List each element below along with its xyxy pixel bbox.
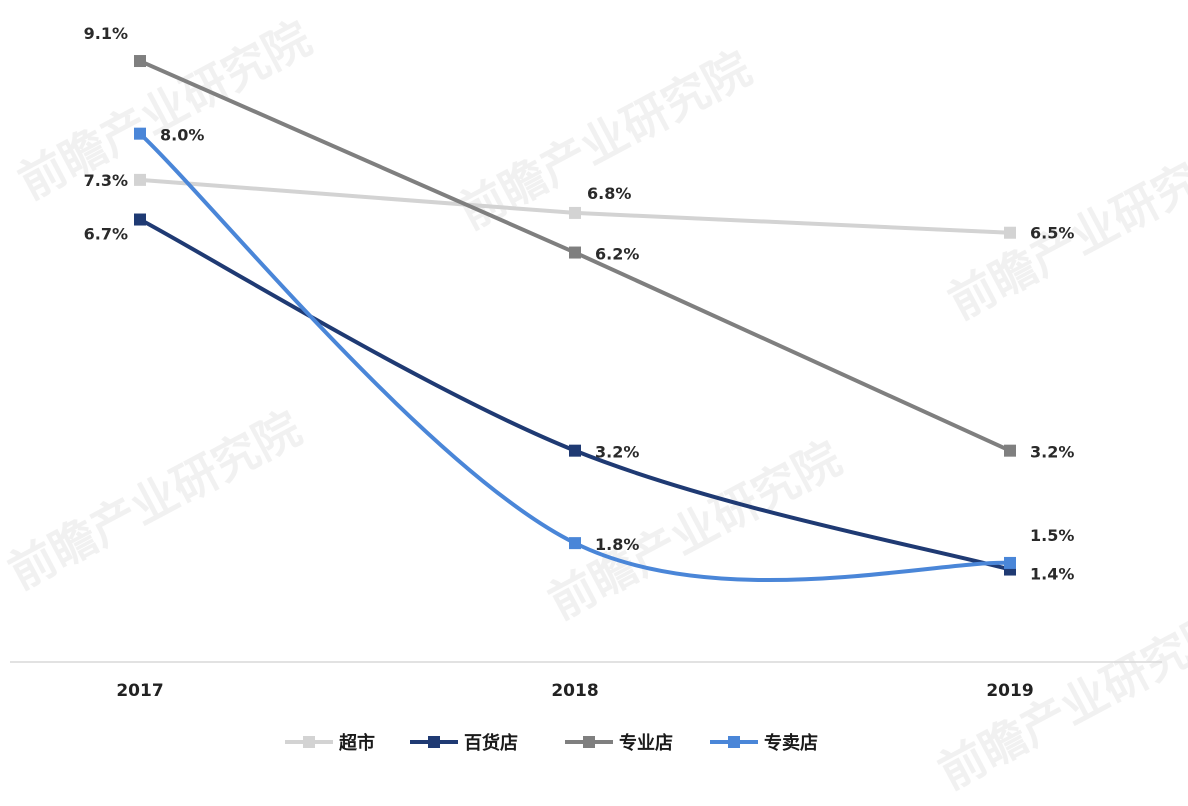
watermark-text: 前瞻产业研究院	[0, 401, 309, 600]
series-2-marker	[569, 444, 581, 457]
data-label: 1.8%	[595, 535, 639, 554]
series-3-marker	[569, 246, 581, 259]
legend: 超市 百货店 专业店 专卖店	[285, 732, 818, 754]
data-label: 7.3%	[84, 171, 128, 190]
series-4-marker	[134, 127, 146, 140]
legend-label: 百货店	[464, 732, 518, 754]
data-label: 8.0%	[160, 126, 204, 145]
data-label: 1.5%	[1030, 526, 1074, 545]
data-label: 6.8%	[587, 184, 631, 203]
series-1-marker	[134, 173, 146, 186]
x-tick-label: 2019	[986, 681, 1033, 701]
series-line-1	[138, 177, 1012, 235]
data-label: 6.5%	[1030, 224, 1074, 243]
label-layer: 7.3% 6.8% 6.5% 9.1% 6.2% 3.2% 6.7% 3.2% 1.4% 8.0%…	[84, 24, 1075, 584]
data-label: 1.4%	[1030, 565, 1074, 584]
series-line-4	[138, 131, 1012, 583]
x-tick-label: 2018	[551, 681, 598, 701]
watermark-text: 前瞻产业研究院	[540, 431, 850, 630]
watermark-text: 前瞻产业研究院	[930, 601, 1188, 800]
legend-label: 专卖店	[764, 732, 818, 754]
data-label: 6.7%	[84, 225, 128, 244]
series-4-marker	[1004, 556, 1016, 569]
data-label: 3.2%	[1030, 443, 1074, 462]
series-4-marker	[569, 537, 581, 550]
x-tick-label: 2017	[116, 681, 163, 701]
legend-marker	[428, 736, 440, 748]
series-1-marker	[569, 206, 581, 219]
series-2-marker	[134, 213, 146, 226]
legend-label: 专业店	[619, 732, 673, 754]
legend-marker	[728, 736, 740, 748]
legend-label: 超市	[339, 732, 375, 754]
data-label: 9.1%	[84, 24, 128, 43]
watermark-text: 前瞻产业研究院	[450, 41, 760, 240]
series-1-marker	[1004, 226, 1016, 239]
series-3-marker	[1004, 444, 1016, 457]
legend-marker	[303, 736, 315, 748]
legend-marker	[583, 736, 595, 748]
data-label: 3.2%	[595, 443, 639, 462]
data-label: 6.2%	[595, 245, 639, 264]
series-3-marker	[134, 55, 146, 68]
x-tick-layer: 2017 2018 2019	[116, 681, 1033, 701]
series-layer	[134, 55, 1016, 583]
